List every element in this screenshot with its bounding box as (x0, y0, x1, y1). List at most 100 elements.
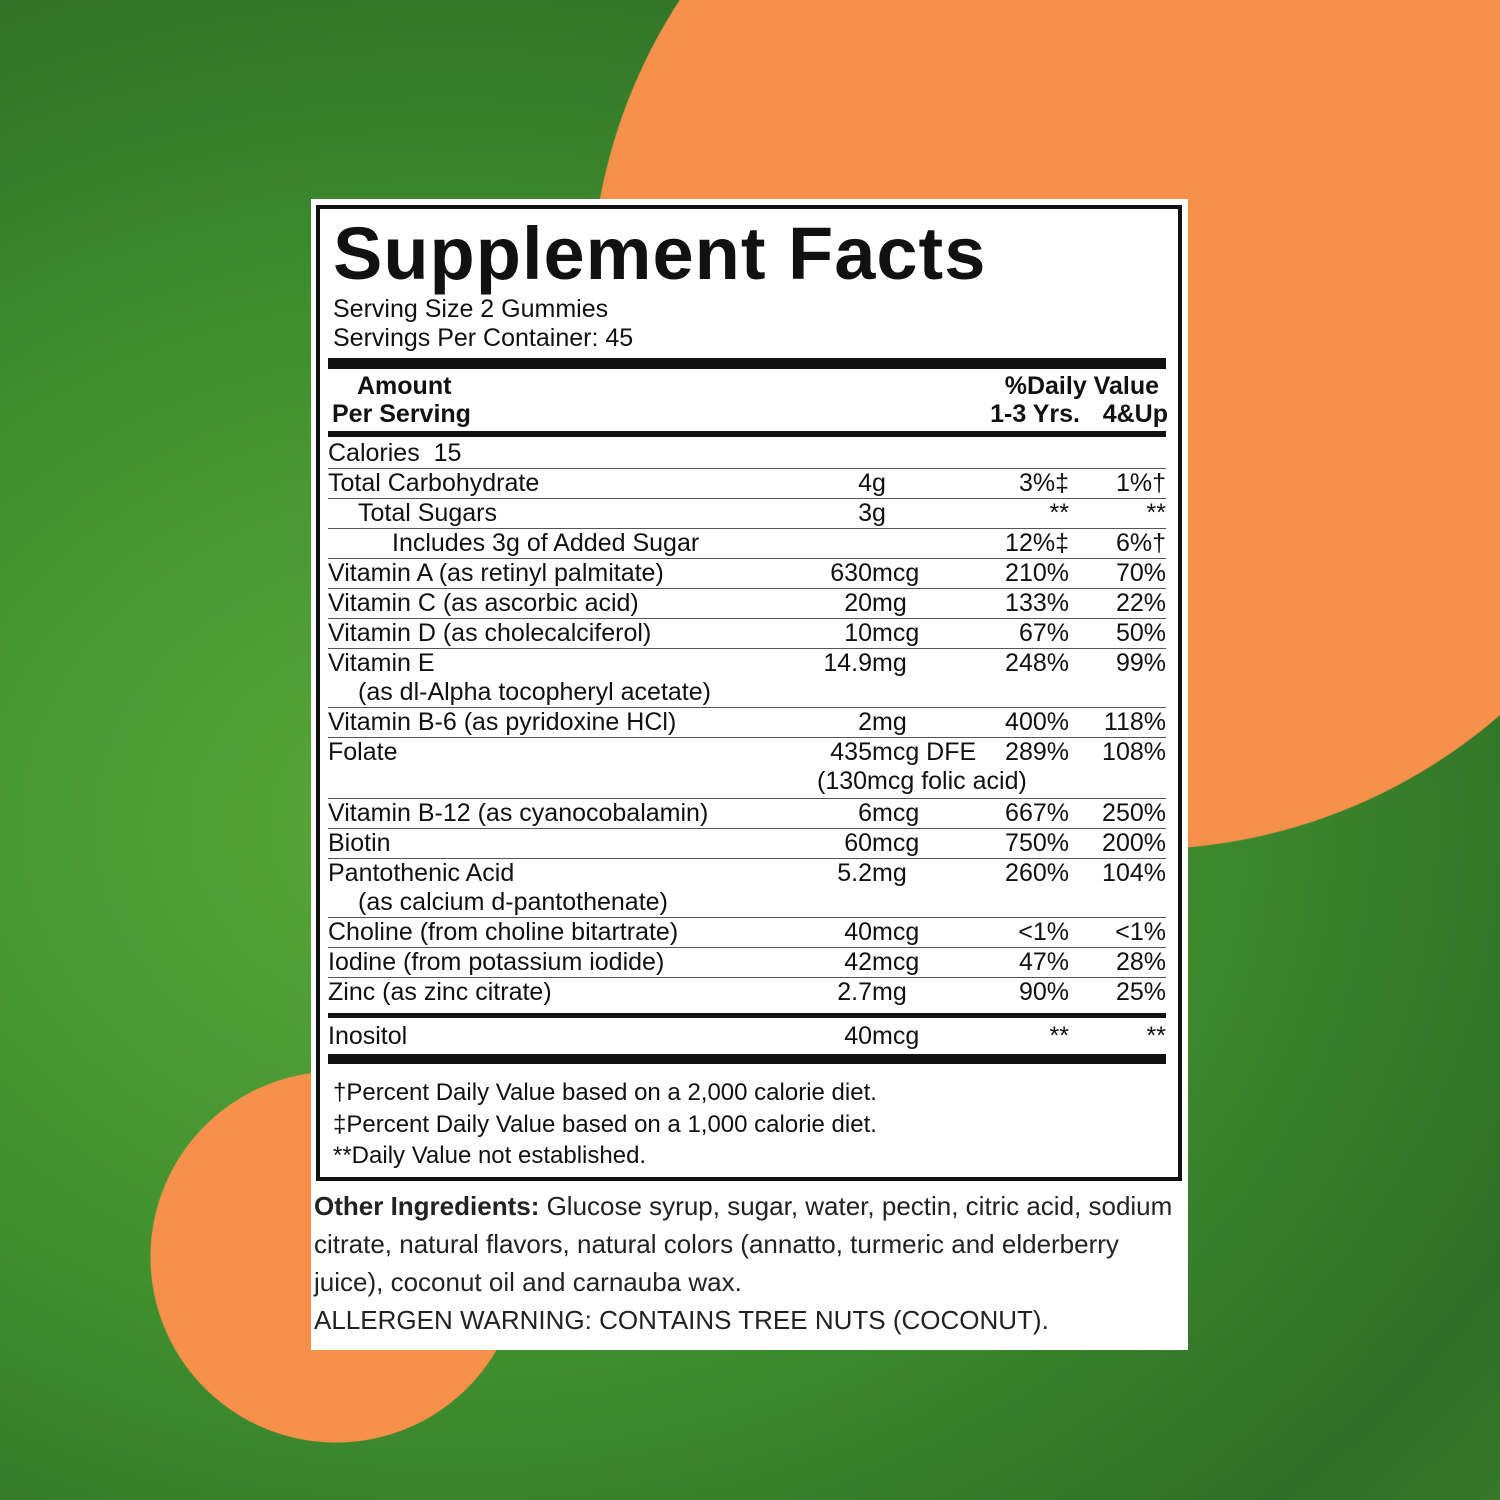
nutrient-name: Vitamin D (as cholecalciferol) (328, 619, 652, 647)
nutrient-amount (728, 529, 872, 558)
amount-unit: mcg DFE (872, 738, 977, 766)
nutrient-amount: 5.2mg (728, 859, 907, 888)
amount-note: (130mcg folic acid) (817, 767, 1027, 795)
daily-value-4-up: 200% (1102, 829, 1166, 857)
amount-unit: mcg (872, 799, 920, 827)
daily-value-4-up: 70% (1115, 559, 1166, 587)
daily-value-1-3-yrs: 47% (1018, 948, 1069, 976)
amount-number: 6 (858, 799, 872, 827)
amount-number: 2.7 (837, 978, 872, 1006)
daily-value-4-up: 108% (1102, 738, 1166, 766)
amount-number: 42 (844, 948, 872, 976)
amount-number: 10 (844, 619, 872, 647)
nutrient-row: Includes 3g of Added Sugar 12%‡ 6%† (328, 529, 1166, 559)
amount-unit: mcg (872, 619, 920, 647)
amount-unit: mcg (872, 948, 920, 976)
footnote: †Percent Daily Value based on a 2,000 ca… (333, 1079, 877, 1106)
amount-unit: mcg (872, 829, 920, 857)
nutrient-name: Zinc (as zinc citrate) (328, 978, 552, 1006)
nutrient-table: Calories 15 Total Carbohydrate 4g 3%‡ 1%† To… (328, 439, 1166, 1064)
divider (328, 1013, 1166, 1018)
nutrient-name: Iodine (from potassium iodide) (328, 948, 665, 976)
nutrient-name: Biotin (328, 829, 391, 857)
amount-number: 20 (844, 589, 872, 617)
footnote: **Daily Value not established. (333, 1142, 647, 1169)
daily-value-1-3-yrs: 750% (1005, 829, 1069, 857)
nutrient-name: Includes 3g of Added Sugar (392, 529, 700, 557)
daily-value-4-up: 250% (1102, 799, 1166, 827)
daily-value-1-3-yrs: <1% (1018, 918, 1069, 946)
nutrient-name: Vitamin B-12 (as cyanocobalamin) (328, 799, 709, 827)
amount-unit: mg (872, 708, 907, 736)
daily-value-4-up: 25% (1115, 978, 1166, 1006)
divider (328, 358, 1166, 369)
divider (328, 431, 1166, 437)
nutrient-row: Inositol 40mcg ** ** (328, 1020, 1166, 1052)
daily-value-4-up: 50% (1115, 619, 1166, 647)
nutrient-name: Total Carbohydrate (328, 469, 540, 497)
serving-size: Serving Size 2 Gummies (333, 295, 609, 323)
nutrient-name: Total Sugars (358, 499, 497, 527)
amount-number: 40 (844, 918, 872, 946)
nutrient-row: Vitamin A (as retinyl palmitate) 630mcg 21… (328, 559, 1166, 589)
nutrient-row: Vitamin C (as ascorbic acid) 20mg 133% 22% (328, 589, 1166, 619)
daily-value-1-3-yrs: 289% (1005, 738, 1069, 766)
daily-value-4-up: ** (1146, 499, 1166, 527)
header-daily-value: %Daily Value (1004, 372, 1159, 400)
calories: Calories 15 (328, 439, 462, 467)
nutrient-amount: 40mcg (728, 1020, 919, 1052)
nutrient-amount: 435mcg DFE (130mcg folic acid) (728, 738, 1027, 796)
amount-number: 630 (830, 559, 872, 587)
footnote: ‡Percent Daily Value based on a 1,000 ca… (333, 1111, 877, 1138)
amount-number: 5.2 (837, 859, 872, 887)
daily-value-1-3-yrs: 248% (1005, 649, 1069, 677)
daily-value-1-3-yrs: 67% (1018, 619, 1069, 647)
daily-value-1-3-yrs: 3%‡ (1018, 469, 1069, 497)
daily-value-4-up: 118% (1103, 708, 1166, 736)
allergen-warning: ALLERGEN WARNING: CONTAINS TREE NUTS (CO… (314, 1305, 1049, 1335)
nutrient-amount: 2mg (728, 708, 907, 737)
amount-number: 40 (844, 1022, 872, 1050)
daily-value-1-3-yrs: 260% (1005, 859, 1069, 887)
header-col-1-3-yrs: 1-3 Yrs. (990, 400, 1080, 428)
nutrient-row: Choline (from choline bitartrate) 40mcg <1… (328, 918, 1166, 948)
nutrient-name: Pantothenic Acid (328, 859, 515, 887)
nutrient-row: Total Carbohydrate 4g 3%‡ 1%† (328, 469, 1166, 499)
nutrient-source: (as calcium d-pantothenate) (358, 888, 668, 916)
daily-value-4-up: <1% (1115, 918, 1166, 946)
daily-value-1-3-yrs: ** (1049, 1022, 1069, 1050)
daily-value-4-up: 104% (1102, 859, 1166, 887)
header-amount: Amount (357, 372, 452, 400)
amount-number: 4 (858, 469, 872, 497)
daily-value-1-3-yrs: 90% (1018, 978, 1069, 1006)
amount-unit: g (872, 469, 886, 497)
nutrient-amount: 2.7mg (728, 978, 907, 1007)
nutrient-row: Iodine (from potassium iodide) 42mcg 47% 28… (328, 948, 1166, 978)
daily-value-1-3-yrs: ** (1049, 499, 1069, 527)
nutrient-amount: 20mg (728, 589, 907, 618)
amount-unit: mg (872, 859, 907, 887)
nutrient-name: Vitamin E (328, 649, 435, 677)
header-per-serving: Per Serving (332, 400, 471, 428)
daily-value-1-3-yrs: 400% (1005, 708, 1069, 736)
daily-value-1-3-yrs: 667% (1005, 799, 1069, 827)
other-ingredients: Other Ingredients: Glucose syrup, sugar,… (314, 1187, 1184, 1339)
daily-value-1-3-yrs: 210% (1005, 559, 1069, 587)
nutrient-name: Vitamin A (as retinyl palmitate) (328, 559, 664, 587)
amount-number: 3 (858, 499, 872, 527)
daily-value-4-up: 6%† (1115, 529, 1166, 557)
header-col-4-up: 4&Up (1102, 400, 1168, 428)
amount-unit: mcg (872, 918, 920, 946)
amount-number: 14.9 (823, 649, 872, 677)
amount-unit: mcg (872, 559, 920, 587)
daily-value-1-3-yrs: 133% (1005, 589, 1069, 617)
nutrient-amount: 42mcg (728, 948, 919, 977)
nutrient-row: Pantothenic Acid (as calcium d-pantothena… (328, 859, 1166, 918)
nutrient-row: Total Sugars 3g ** ** (328, 499, 1166, 529)
nutrient-row: Biotin 60mcg 750% 200% (328, 829, 1166, 859)
nutrient-name: Choline (from choline bitartrate) (328, 918, 679, 946)
other-ingredients-text: Glucose syrup, sugar, water, pectin, cit… (314, 1191, 1173, 1297)
label-frame (316, 205, 1182, 1181)
nutrient-row: Vitamin D (as cholecalciferol) 10mcg 67% 50… (328, 619, 1166, 649)
